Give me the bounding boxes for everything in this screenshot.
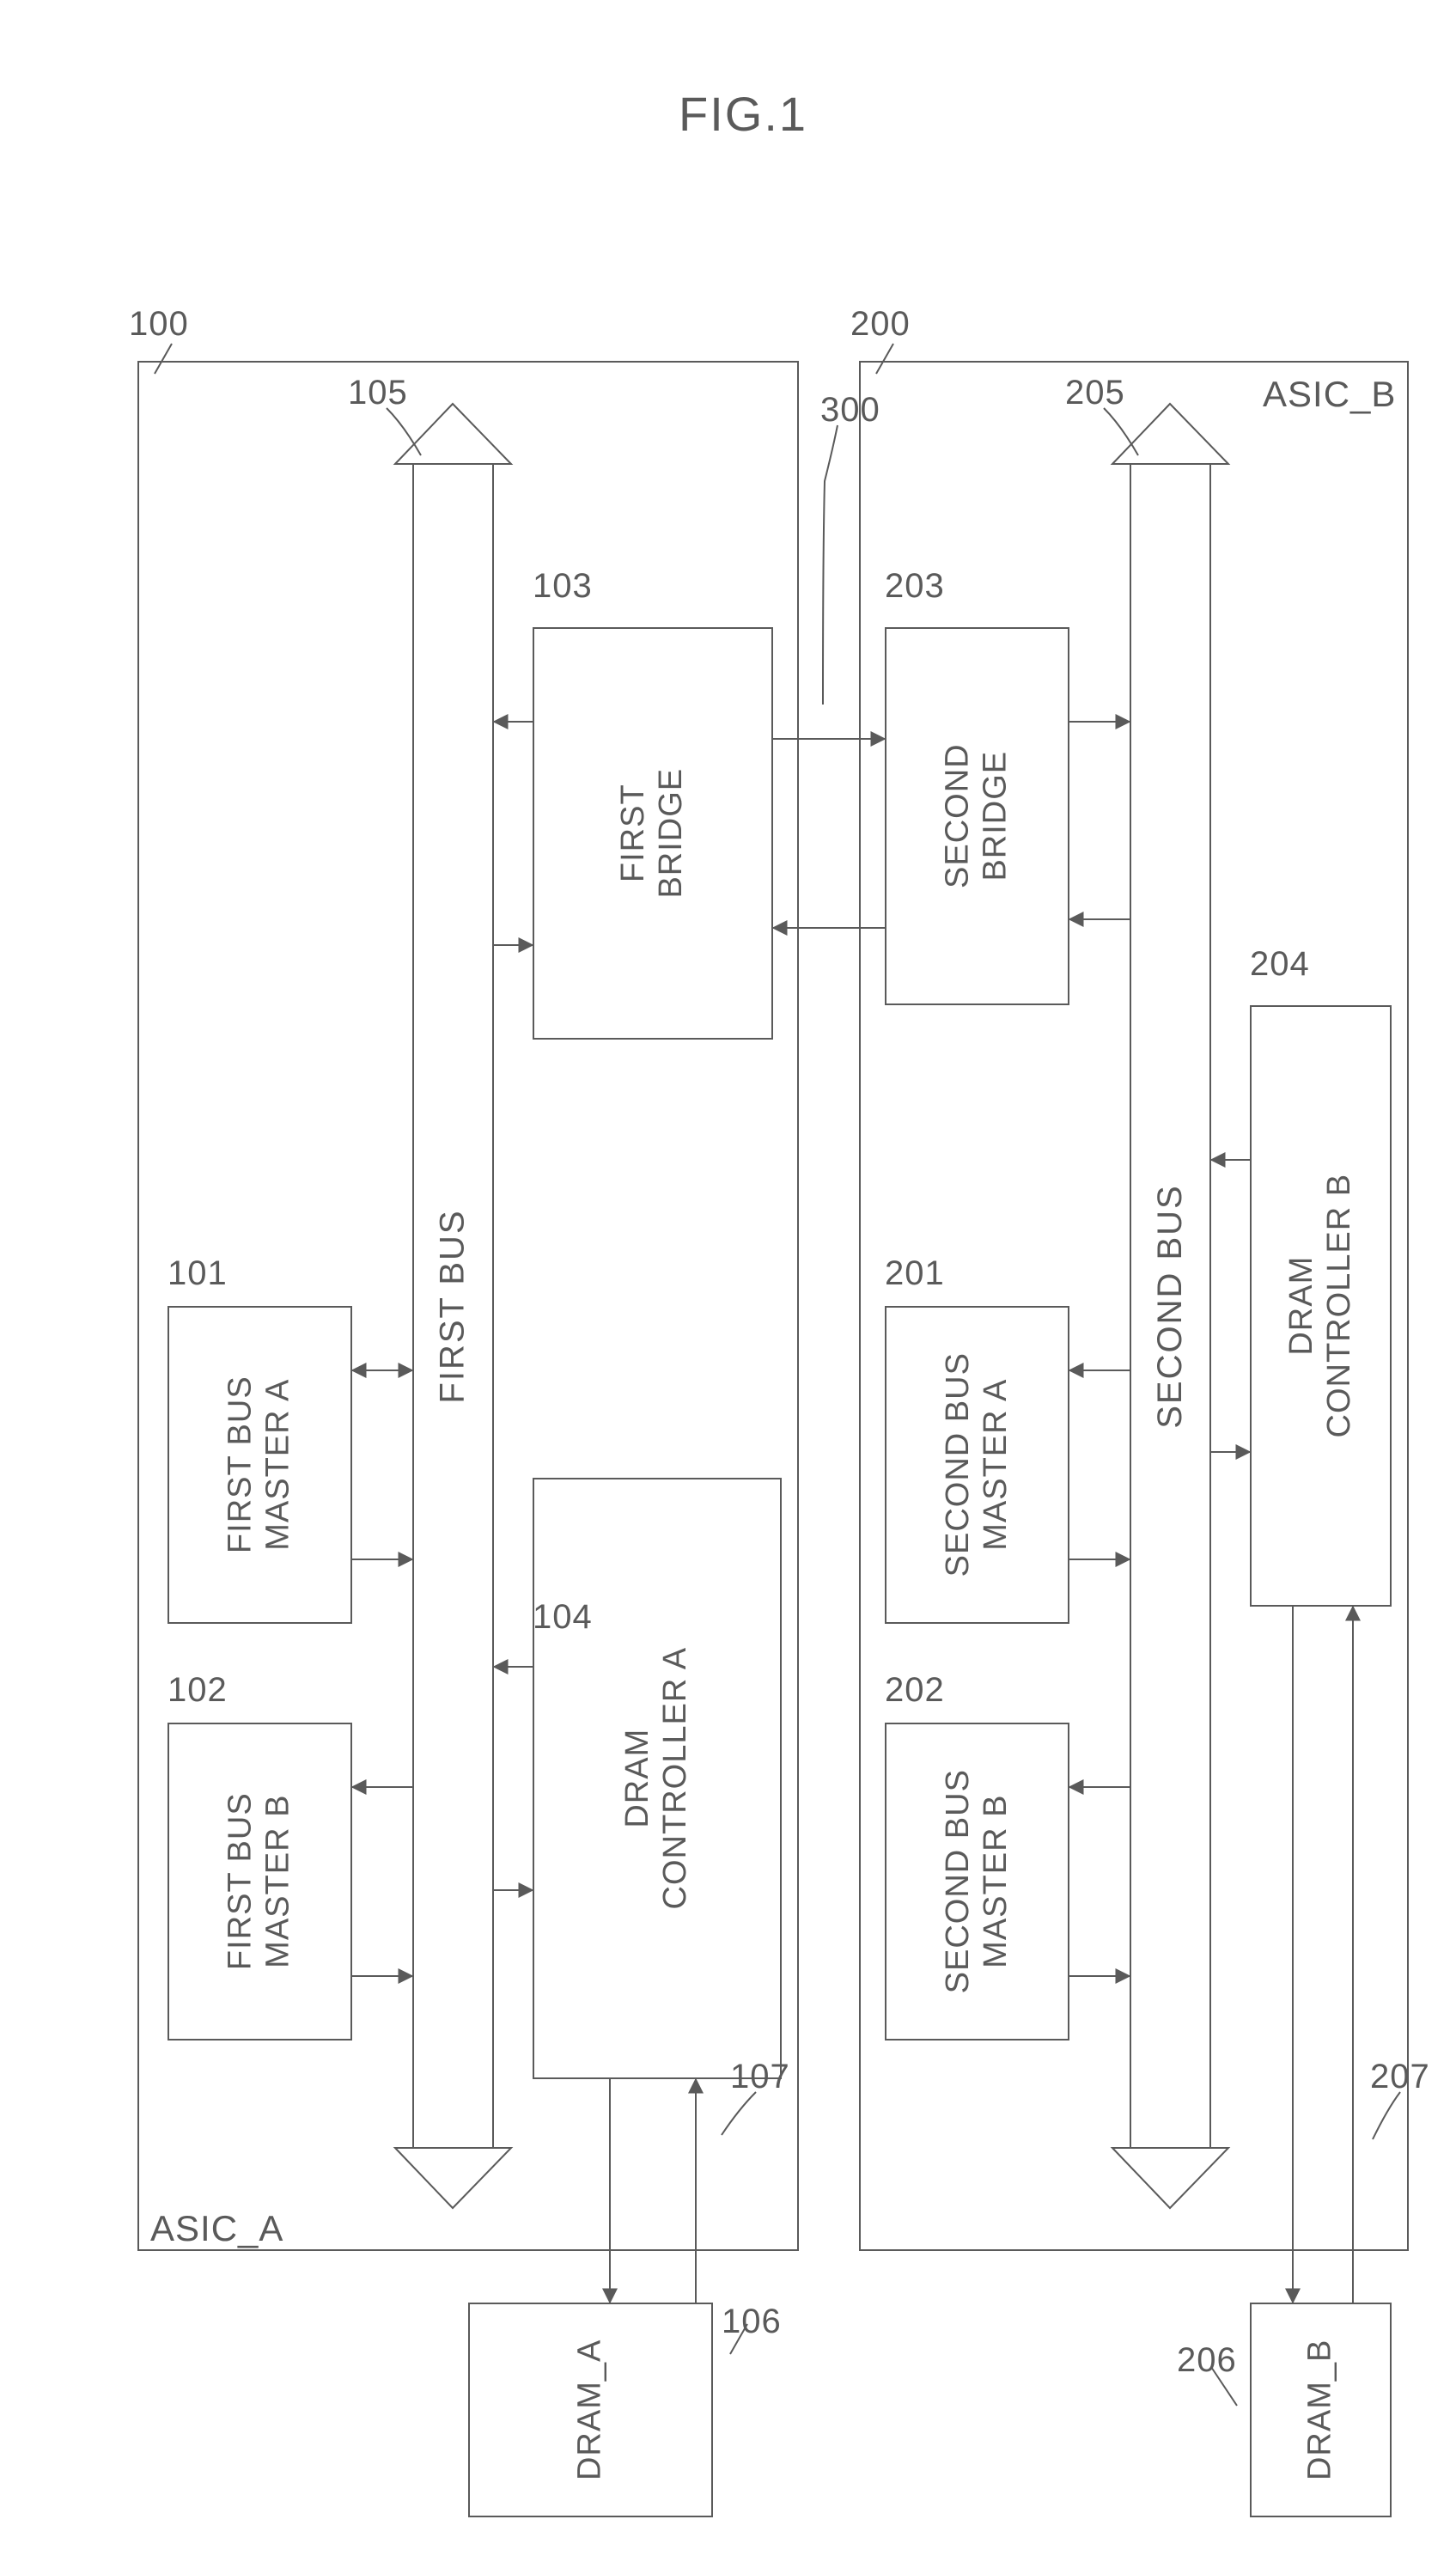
second-bus: SECOND BUS	[1130, 464, 1211, 2148]
second-bus-master-a-label: SECOND BUSMASTER A	[940, 1352, 1014, 1577]
ref-102: 102	[168, 1671, 228, 1710]
second-bus-master-b: SECOND BUSMASTER B	[885, 1723, 1069, 2041]
first-bus-master-a: FIRST BUSMASTER A	[168, 1306, 352, 1624]
ref-200: 200	[850, 305, 911, 344]
second-bus-label: SECOND BUS	[1151, 1184, 1190, 1429]
ref-204: 204	[1250, 945, 1310, 984]
ref-203: 203	[885, 567, 945, 606]
second-bridge-label: SECONDBRIDGE	[940, 744, 1014, 889]
ref-300: 300	[820, 391, 880, 430]
ref-106: 106	[722, 2303, 782, 2341]
ref-100: 100	[129, 305, 189, 344]
dram-controller-a: DRAMCONTROLLER A	[533, 1478, 782, 2079]
asic-b-label: ASIC_B	[1263, 374, 1396, 415]
dram-b: DRAM_B	[1250, 2303, 1392, 2517]
ref-206: 206	[1177, 2341, 1237, 2380]
dram-a: DRAM_A	[468, 2303, 713, 2517]
asic-a-label: ASIC_A	[150, 2208, 283, 2249]
dram-controller-b: DRAMCONTROLLER B	[1250, 1005, 1392, 1607]
ref-107: 107	[730, 2058, 790, 2096]
first-bus-master-b: FIRST BUSMASTER B	[168, 1723, 352, 2041]
ref-201: 201	[885, 1254, 945, 1293]
diagram-canvas: FIG.1 ASIC_A 100 FIRST BUS 105 FIRST BUS…	[34, 34, 1422, 2522]
ref-207: 207	[1370, 2058, 1430, 2096]
ref-202: 202	[885, 1671, 945, 1710]
figure-title: FIG.1	[679, 86, 807, 142]
first-bus-master-a-label: FIRST BUSMASTER A	[222, 1376, 297, 1554]
dram-b-label: DRAM_B	[1302, 2339, 1340, 2480]
first-bus-master-b-label: FIRST BUSMASTER B	[222, 1793, 297, 1971]
first-bus-label: FIRST BUS	[434, 1209, 472, 1403]
dram-controller-a-label: DRAMCONTROLLER A	[619, 1647, 694, 1910]
first-bus: FIRST BUS	[412, 464, 494, 2148]
ref-104: 104	[533, 1598, 593, 1637]
first-bridge-label: FIRSTBRIDGE	[615, 768, 690, 899]
ref-105: 105	[348, 374, 408, 412]
dram-controller-b-label: DRAMCONTROLLER B	[1283, 1174, 1358, 1438]
dram-a-label: DRAM_A	[572, 2339, 610, 2480]
second-bus-master-b-label: SECOND BUSMASTER B	[940, 1769, 1014, 1993]
ref-103: 103	[533, 567, 593, 606]
second-bridge: SECONDBRIDGE	[885, 627, 1069, 1005]
first-bridge: FIRSTBRIDGE	[533, 627, 773, 1040]
second-bus-master-a: SECOND BUSMASTER A	[885, 1306, 1069, 1624]
ref-101: 101	[168, 1254, 228, 1293]
ref-205: 205	[1065, 374, 1125, 412]
